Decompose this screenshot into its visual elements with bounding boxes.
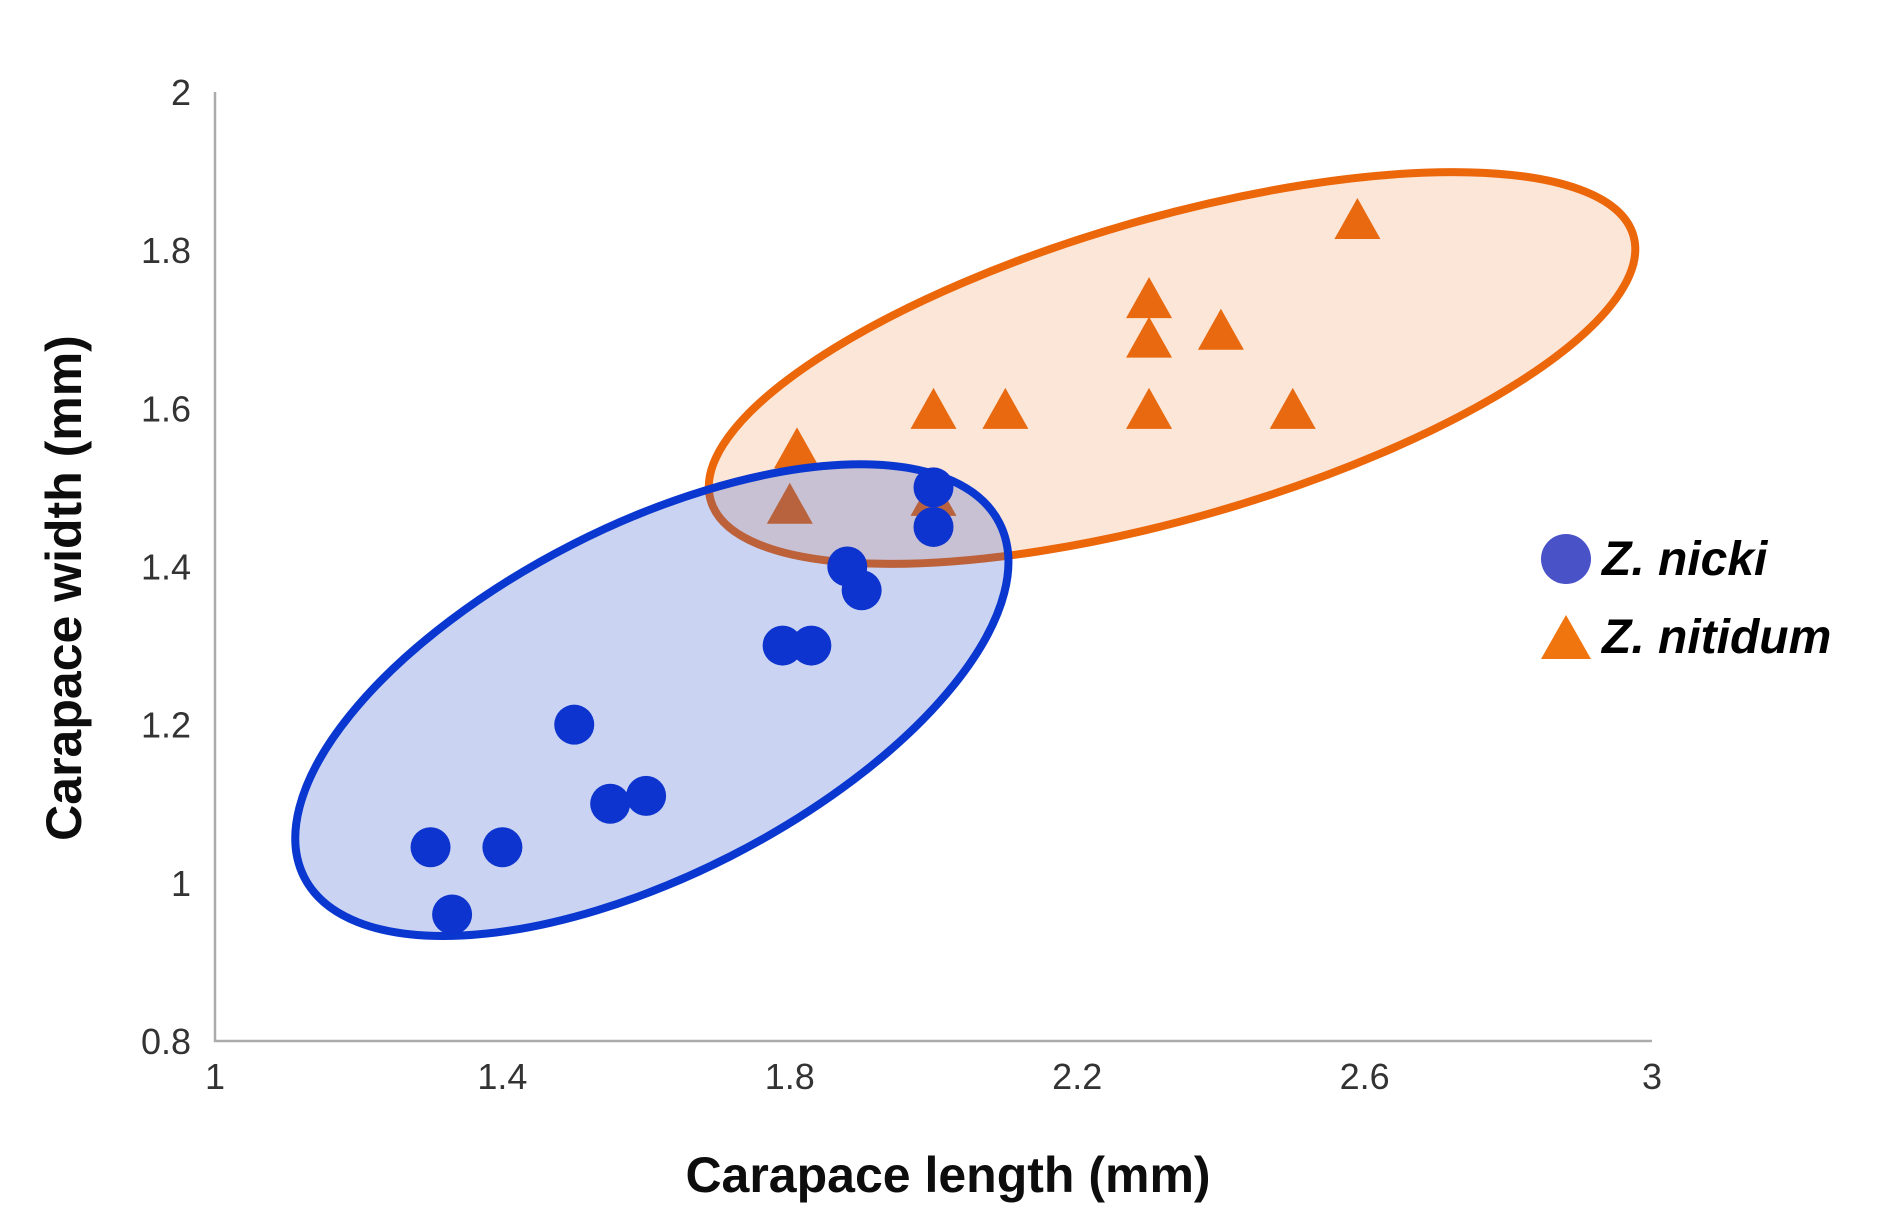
data-point-z-nitidum bbox=[982, 387, 1029, 429]
legend: Z. nicki Z. nitidum bbox=[1541, 533, 1831, 689]
x-tick-label: 1.8 bbox=[765, 1056, 815, 1097]
data-point-z-nitidum bbox=[1126, 316, 1173, 358]
data-point-z-nicki bbox=[590, 783, 631, 824]
data-point-z-nicki bbox=[913, 467, 954, 508]
data-point-z-nitidum bbox=[1126, 277, 1173, 319]
y-tick-label: 1 bbox=[171, 863, 191, 904]
legend-item-z-nicki: Z. nicki bbox=[1541, 532, 1831, 586]
data-point-z-nitidum bbox=[910, 387, 957, 429]
x-tick-label: 2.6 bbox=[1340, 1056, 1390, 1097]
data-point-z-nicki bbox=[762, 625, 803, 666]
data-point-z-nicki bbox=[432, 894, 473, 935]
data-point-z-nitidum bbox=[1126, 387, 1173, 429]
x-tick-label: 2.2 bbox=[1052, 1056, 1102, 1097]
legend-item-z-nitidum: Z. nitidum bbox=[1541, 610, 1832, 664]
y-tick-label: 2 bbox=[171, 72, 191, 113]
data-point-z-nicki bbox=[482, 827, 523, 868]
x-axis-title: Carapace length (mm) bbox=[685, 1147, 1211, 1203]
data-point-z-nicki bbox=[554, 704, 595, 745]
data-point-z-nicki bbox=[791, 625, 832, 666]
cluster-ellipse-z-nitidum bbox=[704, 168, 1640, 568]
data-point-z-nitidum bbox=[766, 482, 813, 524]
cluster-ellipse-z-nicki bbox=[291, 460, 1013, 940]
data-point-z-nicki bbox=[913, 506, 954, 547]
y-tick-label: 1.2 bbox=[141, 705, 191, 746]
data-point-z-nitidum bbox=[773, 427, 820, 469]
y-tick-label: 0.8 bbox=[141, 1021, 191, 1062]
data-point-z-nitidum bbox=[1269, 387, 1316, 429]
y-tick-label: 1.8 bbox=[141, 230, 191, 271]
x-tick-label: 1 bbox=[205, 1056, 225, 1097]
circle-marker-icon bbox=[1541, 534, 1591, 584]
data-point-z-nicki bbox=[841, 570, 882, 611]
data-point-z-nicki bbox=[626, 775, 667, 816]
legend-label-z-nicki: Z. nicki bbox=[1602, 532, 1768, 586]
legend-label-z-nitidum: Z. nitidum bbox=[1602, 610, 1832, 664]
triangle-marker-icon bbox=[1541, 615, 1591, 659]
data-point-z-nitidum bbox=[1334, 198, 1381, 240]
y-tick-label: 1.6 bbox=[141, 388, 191, 429]
y-tick-label: 1.4 bbox=[141, 547, 191, 588]
x-tick-label: 1.4 bbox=[477, 1056, 527, 1097]
x-tick-label: 3 bbox=[1642, 1056, 1662, 1097]
data-point-z-nitidum bbox=[1197, 308, 1244, 350]
axes-lines bbox=[213, 92, 1652, 1043]
y-axis-title: Carapace width (mm) bbox=[36, 335, 92, 841]
data-point-z-nicki bbox=[410, 827, 451, 868]
